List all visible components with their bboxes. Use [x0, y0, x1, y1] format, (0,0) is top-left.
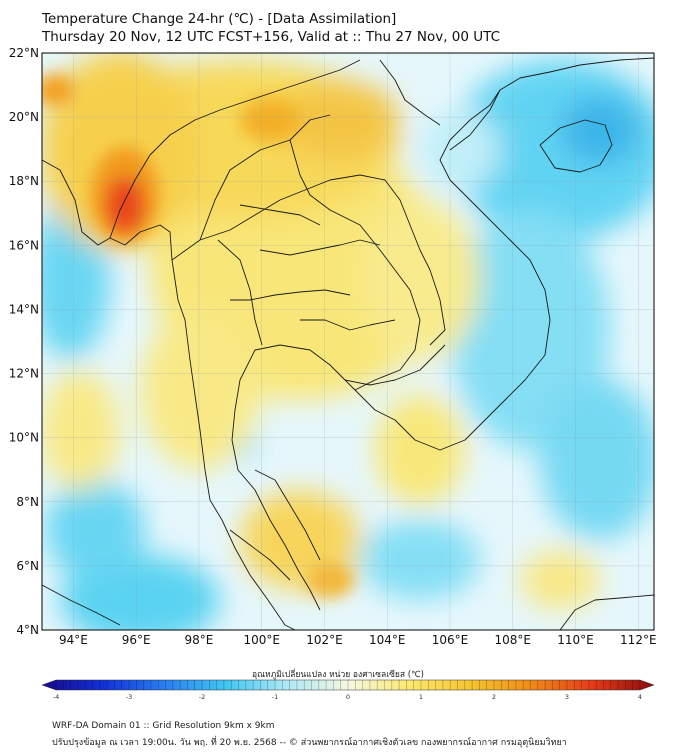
temperature-field: [42, 53, 654, 630]
lon-tick-label: 110°E: [557, 633, 594, 647]
model-info: WRF-DA Domain 01 :: Grid Resolution 9km …: [52, 721, 275, 731]
lon-tick-label: 102°E: [306, 633, 343, 647]
lon-tick-label: 106°E: [432, 633, 469, 647]
lon-tick-label: 112°E: [620, 633, 657, 647]
lon-tick-label: 108°E: [495, 633, 532, 647]
colorbar-label: -1: [272, 693, 278, 701]
lat-tick-label: 8°N: [16, 495, 39, 509]
lat-tick-label: 6°N: [16, 559, 39, 573]
colorbar-label: 1: [419, 693, 423, 701]
lon-tick-label: 96°E: [122, 633, 151, 647]
lat-tick-label: 10°N: [9, 431, 39, 445]
coastline-borders: [42, 57, 654, 630]
lat-tick-label: 22°N: [9, 46, 39, 60]
lon-tick-label: 94°E: [59, 633, 88, 647]
update-credit: ปรับปรุงข้อมูล ณ เวลา 19:00น. วัน พฤ. ที…: [52, 738, 567, 748]
lat-tick-label: 16°N: [9, 238, 39, 252]
longitude-labels: 94°E 96°E 98°E 100°E 102°E 104°E 106°E 108°E 110…: [59, 633, 657, 647]
temperature-change-map: 22°N 20°N 18°N 16°N 14°N 12°N 10°N 8°N 6°N 4°N 94…: [9, 46, 657, 701]
lat-tick-label: 4°N: [16, 623, 39, 637]
colorbar-label: -4: [53, 693, 59, 701]
colorbar-label: -3: [126, 693, 132, 701]
colorbar-label: 3: [565, 693, 569, 701]
colorbar-title: อุณหภูมิเปลี่ยนแปลง หน่วย องศาเซลเซียส (…: [252, 670, 424, 680]
chart-subtitle: Thursday 20 Nov, 12 UTC FCST+156, Valid …: [42, 29, 501, 45]
colorbar-label: -2: [199, 693, 205, 701]
colorbar-tick-marks: [55, 680, 641, 690]
colorbar: -4 -3 -2 -1 0 1 2 3 4: [41, 679, 655, 701]
lat-tick-label: 14°N: [9, 302, 39, 316]
lon-tick-label: 104°E: [369, 633, 406, 647]
colorbar-label: 0: [346, 693, 350, 701]
latitude-labels: 22°N 20°N 18°N 16°N 14°N 12°N 10°N 8°N 6°N 4°N: [9, 46, 39, 637]
lat-tick-label: 12°N: [9, 367, 39, 381]
lat-tick-label: 18°N: [9, 174, 39, 188]
map-frame: [41, 52, 655, 631]
colorbar-label: 2: [492, 693, 496, 701]
chart-title: Temperature Change 24-hr (℃) - [Data Ass…: [42, 11, 397, 27]
colorbar-gradient: [41, 679, 655, 691]
graticule-lines: [42, 53, 654, 630]
colorbar-tick-labels: -4 -3 -2 -1 0 1 2 3 4: [53, 693, 642, 701]
lat-tick-label: 20°N: [9, 110, 39, 124]
colorbar-label: 4: [638, 693, 642, 701]
lon-tick-label: 98°E: [184, 633, 213, 647]
lon-tick-label: 100°E: [243, 633, 280, 647]
